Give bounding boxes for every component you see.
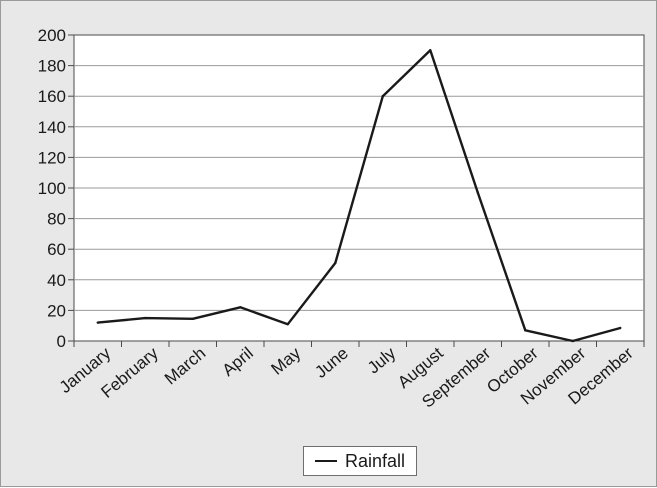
x-tick-label: July <box>364 343 400 377</box>
y-tick-label: 60 <box>47 240 66 259</box>
data-point <box>429 49 432 52</box>
series-line-rainfall <box>97 49 621 343</box>
data-point <box>144 316 147 320</box>
data-point <box>96 321 99 324</box>
data-point <box>286 322 289 326</box>
y-tick-label: 160 <box>38 87 66 106</box>
legend: Rainfall <box>303 446 417 476</box>
data-point <box>381 95 384 98</box>
legend-line-swatch <box>314 460 337 462</box>
data-point <box>619 326 622 330</box>
data-point <box>239 306 242 309</box>
data-point <box>524 329 527 332</box>
y-tick-label: 20 <box>47 301 66 320</box>
legend-label: Rainfall <box>344 450 406 471</box>
y-tick-label: 120 <box>38 148 66 167</box>
y-tick-label: 100 <box>38 179 66 198</box>
y-tick-label: 180 <box>38 57 66 76</box>
data-point <box>476 191 479 194</box>
data-point <box>191 317 194 321</box>
x-tick-label: March <box>161 344 209 389</box>
y-tick-label: 200 <box>38 26 66 45</box>
data-point <box>334 261 337 265</box>
data-point <box>571 339 574 343</box>
y-tick-label: 40 <box>47 271 66 290</box>
x-tick-label: April <box>219 344 257 380</box>
y-tick-label: 0 <box>57 332 66 351</box>
y-tick-label: 140 <box>38 118 66 137</box>
y-tick-label: 80 <box>47 210 66 229</box>
x-tick-label: May <box>267 343 304 379</box>
x-tick-label: June <box>311 344 351 382</box>
